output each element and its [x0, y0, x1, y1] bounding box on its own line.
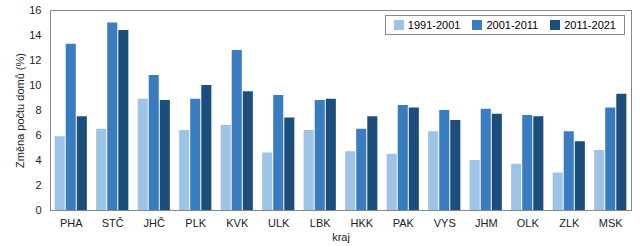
- html-text:2011-2021: 2011-2021: [564, 19, 616, 31]
- svg-text:4: 4: [35, 154, 41, 166]
- svg-text:Změna počtu domů (%): Změna počtu domů (%): [14, 53, 26, 168]
- svg-text:14: 14: [29, 29, 41, 41]
- svg-text:PLK: PLK: [185, 217, 206, 229]
- svg-text:kraj: kraj: [332, 231, 350, 243]
- svg-text:12: 12: [29, 54, 41, 66]
- svg-text:ZLK: ZLK: [559, 217, 580, 229]
- svg-text:6: 6: [35, 129, 41, 141]
- svg-text:PHA: PHA: [60, 217, 83, 229]
- svg-text:LBK: LBK: [310, 217, 331, 229]
- svg-text:8: 8: [35, 104, 41, 116]
- svg-text:0: 0: [35, 204, 41, 216]
- svg-text:PAK: PAK: [393, 217, 415, 229]
- svg-text:JHM: JHM: [475, 217, 498, 229]
- svg-text:VYS: VYS: [434, 217, 456, 229]
- svg-text:JHČ: JHČ: [144, 217, 165, 229]
- html-text:2001-2011: 2001-2011: [486, 19, 539, 31]
- svg-text:STČ: STČ: [102, 217, 124, 229]
- svg-text:MSK: MSK: [599, 217, 624, 229]
- svg-text:OLK: OLK: [517, 217, 540, 229]
- svg-text:ULK: ULK: [268, 217, 290, 229]
- svg-text:16: 16: [29, 4, 41, 16]
- svg-text:KVK: KVK: [226, 217, 249, 229]
- svg-text:2: 2: [35, 179, 41, 191]
- svg-text:10: 10: [29, 79, 41, 91]
- html-text:1991-2001: 1991-2001: [407, 19, 461, 31]
- svg-text:HKK: HKK: [350, 217, 373, 229]
